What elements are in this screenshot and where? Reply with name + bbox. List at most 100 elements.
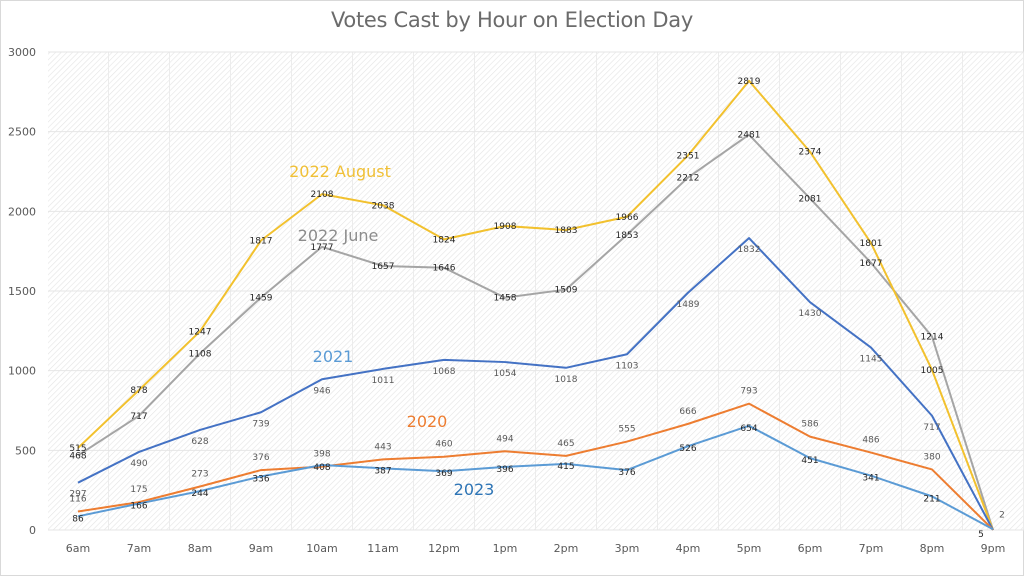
data-label: 244 — [191, 489, 208, 499]
series-name-labels: 2022 August 2022 June 2021 2020 2023 — [289, 162, 494, 499]
y-tick-label: 2000 — [8, 205, 36, 218]
y-tick-label: 3000 — [8, 46, 36, 59]
x-tick-label: 6pm — [798, 542, 823, 555]
data-label: 2 — [999, 511, 1005, 521]
data-label: 654 — [740, 424, 757, 434]
data-label: 1011 — [372, 376, 395, 386]
data-label: 415 — [557, 462, 574, 472]
data-label: 486 — [862, 436, 879, 446]
data-label: 1214 — [921, 333, 944, 343]
data-label: 376 — [618, 468, 635, 478]
data-label: 490 — [130, 459, 147, 469]
data-label: 666 — [679, 407, 696, 417]
data-label: 1018 — [555, 375, 578, 385]
data-label: 297 — [69, 490, 86, 500]
data-label: 2481 — [738, 131, 761, 141]
data-label: 468 — [69, 451, 86, 461]
data-label: 86 — [72, 514, 84, 524]
data-label: 586 — [801, 420, 818, 430]
data-label: 387 — [374, 466, 391, 476]
data-label: 717 — [923, 423, 940, 433]
x-tick-label: 6am — [66, 542, 90, 555]
series-line-2021 — [77, 237, 994, 531]
data-label: 1459 — [250, 294, 273, 304]
data-label: 1777 — [311, 243, 334, 253]
series-name-2023: 2023 — [454, 480, 495, 499]
data-label: 1054 — [494, 369, 517, 379]
data-label: 1824 — [433, 235, 456, 245]
x-tick-label: 7pm — [859, 542, 884, 555]
series-line-2023 — [77, 424, 994, 531]
x-tick-label: 3pm — [615, 542, 640, 555]
data-label: 2374 — [799, 148, 822, 158]
series-line-2022-june — [77, 133, 994, 531]
data-label: 2212 — [677, 174, 700, 184]
x-tick-label: 7am — [127, 542, 151, 555]
data-label: 2351 — [677, 151, 700, 161]
x-tick-label: 11am — [367, 542, 398, 555]
data-label: 211 — [923, 494, 940, 504]
data-label: 494 — [496, 434, 513, 444]
x-tick-label: 1pm — [493, 542, 518, 555]
x-tick-label: 5pm — [737, 542, 762, 555]
x-tick-label: 8am — [188, 542, 212, 555]
data-label: 1145 — [860, 355, 883, 365]
data-label: 515 — [69, 444, 86, 454]
y-tick-label: 500 — [15, 444, 36, 457]
data-label: 1509 — [555, 286, 578, 296]
series-name-2022-june: 2022 June — [298, 226, 379, 245]
data-label: 2038 — [372, 201, 395, 211]
data-label: 341 — [862, 474, 879, 484]
data-label: 398 — [313, 450, 330, 460]
data-label: 946 — [313, 386, 330, 396]
data-label: 1817 — [250, 236, 273, 246]
x-axis-tick-labels: 6am 7am 8am 9am 10am 11am 12pm 1pm 2pm 3pm 4pm 5pm 6… — [66, 542, 1006, 555]
series-name-2020: 2020 — [407, 412, 448, 431]
series-line-2022-august — [77, 79, 994, 531]
series-name-2021: 2021 — [313, 347, 354, 366]
data-label: 526 — [679, 444, 696, 454]
data-label: 1005 — [921, 366, 944, 376]
data-label: 2081 — [799, 194, 822, 204]
data-label: 116 — [69, 495, 86, 505]
data-label: 1489 — [677, 300, 700, 310]
x-tick-label: 4pm — [676, 542, 701, 555]
data-label: 739 — [252, 419, 269, 429]
data-label: 1108 — [189, 349, 212, 359]
y-axis-tick-labels: 0 500 1000 1500 2000 2500 3000 — [8, 46, 36, 537]
data-label: 1966 — [616, 213, 639, 223]
x-tick-label: 12pm — [428, 542, 460, 555]
data-label: 336 — [252, 474, 269, 484]
data-label: 793 — [740, 387, 757, 397]
x-tick-label: 2pm — [554, 542, 579, 555]
data-label: 628 — [191, 437, 208, 447]
data-label: 396 — [496, 465, 513, 475]
data-label: 460 — [435, 440, 452, 450]
data-label: 408 — [313, 463, 330, 473]
data-label: 380 — [923, 452, 940, 462]
data-label: 369 — [435, 469, 452, 479]
data-label: 465 — [557, 439, 574, 449]
data-label: 1068 — [433, 367, 456, 377]
data-label: 1458 — [494, 294, 517, 304]
chart-title: Votes Cast by Hour on Election Day — [331, 8, 693, 32]
data-label: 5 — [978, 530, 984, 540]
data-label: 1103 — [616, 361, 639, 371]
data-label: 2108 — [311, 190, 334, 200]
series-name-2022-august: 2022 August — [289, 162, 391, 181]
data-label: 273 — [191, 470, 208, 480]
data-label: 1801 — [860, 239, 883, 249]
y-tick-label: 0 — [29, 524, 36, 537]
y-tick-label: 1000 — [8, 365, 36, 378]
data-label: 443 — [374, 442, 391, 452]
y-tick-label: 1500 — [8, 285, 36, 298]
data-label: 175 — [130, 485, 147, 495]
data-label: 1430 — [799, 309, 822, 319]
data-label: 1646 — [433, 264, 456, 274]
data-label: 717 — [130, 412, 147, 422]
data-label: 1908 — [494, 222, 517, 232]
x-tick-label: 9pm — [981, 542, 1006, 555]
series-lines — [77, 79, 994, 531]
